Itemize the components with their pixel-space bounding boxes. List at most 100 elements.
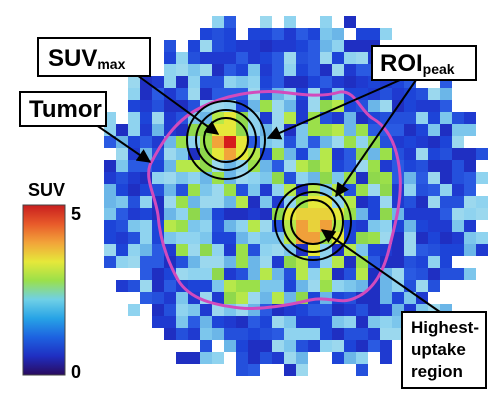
pet-pixel — [176, 148, 188, 160]
pet-pixel — [380, 172, 392, 184]
pet-pixel — [104, 232, 116, 244]
pet-pixel — [104, 196, 116, 208]
pet-pixel — [284, 304, 296, 316]
pet-pixel — [332, 316, 344, 328]
pet-pixel — [128, 256, 140, 268]
pet-pixel — [200, 196, 212, 208]
pet-pixel — [260, 88, 272, 100]
pet-pixel — [284, 328, 296, 340]
pet-pixel — [476, 196, 488, 208]
pet-pixel — [356, 64, 368, 76]
pet-pixel — [248, 340, 260, 352]
pet-pixel — [200, 136, 212, 148]
pet-pixel — [140, 196, 152, 208]
pet-pixel — [452, 220, 464, 232]
pet-pixel — [284, 76, 296, 88]
pet-pixel — [116, 160, 128, 172]
pet-pixel — [272, 256, 284, 268]
pet-pixel — [368, 124, 380, 136]
pet-pixel — [272, 172, 284, 184]
pet-pixel — [188, 64, 200, 76]
pet-pixel — [416, 280, 428, 292]
pet-pixel — [104, 256, 116, 268]
pet-pixel — [152, 100, 164, 112]
pet-pixel — [116, 244, 128, 256]
pet-pixel — [152, 112, 164, 124]
pet-pixel — [428, 88, 440, 100]
pet-pixel — [188, 244, 200, 256]
pet-pixel — [176, 244, 188, 256]
pet-pixel — [344, 64, 356, 76]
pet-pixel — [248, 76, 260, 88]
pet-pixel — [272, 88, 284, 100]
pet-pixel — [308, 280, 320, 292]
pet-pixel — [224, 28, 236, 40]
pet-pixel — [296, 52, 308, 64]
pet-pixel — [416, 184, 428, 196]
pet-pixel — [260, 232, 272, 244]
pet-pixel — [416, 88, 428, 100]
pet-pixel — [416, 244, 428, 256]
pet-pixel — [116, 232, 128, 244]
pet-pixel — [236, 184, 248, 196]
pet-pixel — [464, 268, 476, 280]
pet-pixel — [272, 28, 284, 40]
pet-pixel — [176, 160, 188, 172]
pet-pixel — [140, 280, 152, 292]
pet-pixel — [140, 208, 152, 220]
pet-pixel — [332, 172, 344, 184]
pet-pixel — [272, 52, 284, 64]
pet-pixel — [320, 304, 332, 316]
pet-pixel — [212, 232, 224, 244]
pet-pixel — [380, 328, 392, 340]
pet-pixel — [368, 316, 380, 328]
pet-pixel — [260, 352, 272, 364]
pet-pixel — [428, 220, 440, 232]
pet-pixel — [188, 196, 200, 208]
pet-pixel — [428, 184, 440, 196]
pet-pixel — [380, 100, 392, 112]
pet-pixel — [464, 208, 476, 220]
pet-pixel — [464, 184, 476, 196]
pet-pixel — [320, 196, 332, 208]
pet-pixel — [368, 148, 380, 160]
pet-pixel — [440, 172, 452, 184]
pet-pixel — [452, 148, 464, 160]
pet-pixel — [188, 328, 200, 340]
pet-pixel — [368, 280, 380, 292]
pet-pixel — [404, 148, 416, 160]
pet-pixel — [236, 220, 248, 232]
pet-pixel — [308, 64, 320, 76]
pet-pixel — [224, 268, 236, 280]
highest-uptake-line2: uptake — [411, 340, 466, 359]
pet-pixel — [164, 196, 176, 208]
roipeak-label: ROIpeak — [380, 50, 455, 77]
pet-pixel — [236, 40, 248, 52]
pet-pixel — [236, 280, 248, 292]
pet-pixel — [296, 40, 308, 52]
pet-pixel — [368, 100, 380, 112]
pet-pixel — [164, 148, 176, 160]
pet-pixel — [320, 136, 332, 148]
pet-pixel — [308, 316, 320, 328]
pet-pixel — [248, 208, 260, 220]
pet-pixel — [452, 160, 464, 172]
pet-pixel — [188, 352, 200, 364]
pet-pixel — [476, 208, 488, 220]
pet-pixel — [368, 244, 380, 256]
pet-pixel — [116, 172, 128, 184]
pet-pixel — [308, 172, 320, 184]
pet-pixel — [404, 292, 416, 304]
pet-pixel — [416, 172, 428, 184]
pet-pixel — [272, 112, 284, 124]
pet-pixel — [332, 268, 344, 280]
pet-pixel — [212, 256, 224, 268]
pet-pixel — [404, 88, 416, 100]
pet-pixel — [392, 268, 404, 280]
pet-pixel — [212, 136, 224, 148]
pet-pixel — [140, 88, 152, 100]
pet-pixel — [464, 232, 476, 244]
pet-pixel — [416, 256, 428, 268]
pet-pixel — [404, 196, 416, 208]
pet-pixel — [272, 184, 284, 196]
